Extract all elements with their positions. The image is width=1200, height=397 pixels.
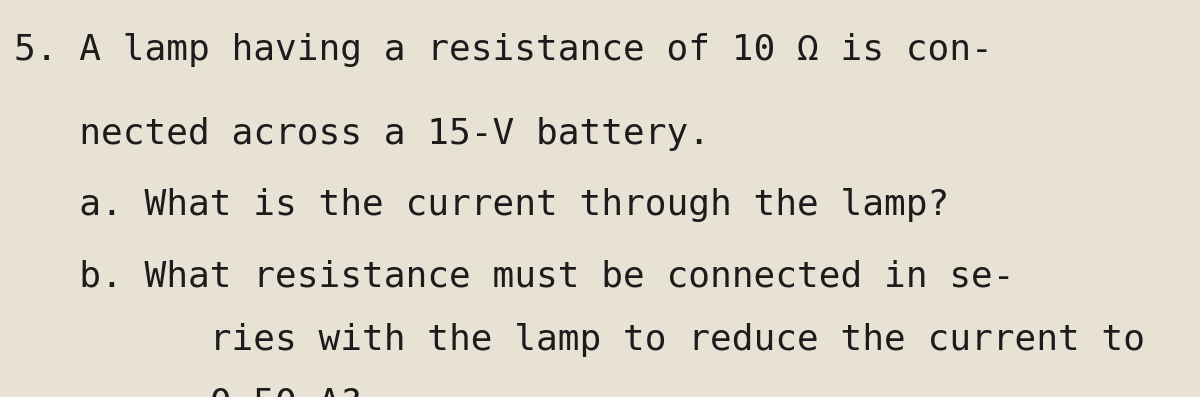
Text: ries with the lamp to reduce the current to: ries with the lamp to reduce the current… (14, 323, 1146, 357)
Text: b. What resistance must be connected in se-: b. What resistance must be connected in … (14, 260, 1015, 294)
Text: 5. A lamp having a resistance of 10 Ω is con-: 5. A lamp having a resistance of 10 Ω is… (14, 33, 994, 67)
Text: nected across a 15-V battery.: nected across a 15-V battery. (14, 117, 710, 151)
Text: a. What is the current through the lamp?: a. What is the current through the lamp? (14, 188, 949, 222)
Text: 0.50 A?: 0.50 A? (14, 387, 362, 397)
